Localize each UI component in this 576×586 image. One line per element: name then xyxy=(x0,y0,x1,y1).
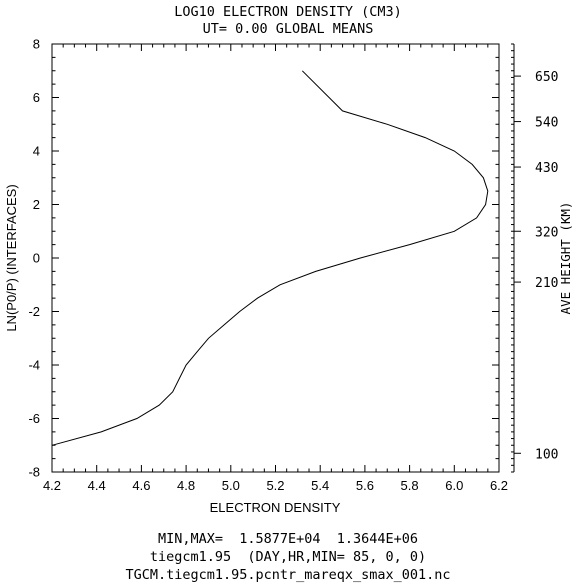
model-info-line: tiegcm1.95 (DAY,HR,MIN= 85, 0, 0) xyxy=(150,549,426,565)
right-axis-tick-label: 210 xyxy=(535,276,558,291)
x-tick-label: 6.0 xyxy=(445,478,463,493)
right-height-axis: 650 540 430 320 210 100 xyxy=(511,43,558,473)
x-tick-label: 6.2 xyxy=(490,478,508,493)
x-tick-label: 5.4 xyxy=(311,478,329,493)
filename-line: TGCM.tiegcm1.95.pcntr_mareqx_smax_001.nc xyxy=(125,567,450,583)
plot-frame xyxy=(51,43,500,473)
y-tick-label: 4 xyxy=(33,144,40,159)
x-axis: 4.2 4.4 4.6 4.8 5.0 5.2 5.4 5.6 5.8 6.0 6.2 xyxy=(43,44,508,493)
y-tick-label: -4 xyxy=(28,358,40,373)
y-axis-label: LN(P0/P) (INTERFACES) xyxy=(4,184,19,331)
x-tick-label: 4.4 xyxy=(88,478,106,493)
right-axis-tick-label: 430 xyxy=(535,161,558,176)
x-tick-label: 5.6 xyxy=(356,478,374,493)
x-tick-label: 4.2 xyxy=(43,478,61,493)
density-line-series xyxy=(51,70,489,446)
chart-title: LOG10 ELECTRON DENSITY (CM3) xyxy=(174,4,402,20)
chart-subtitle: UT= 0.00 GLOBAL MEANS xyxy=(203,21,374,37)
right-axis-tick-label: 650 xyxy=(535,70,558,85)
x-tick-label: 4.6 xyxy=(132,478,150,493)
x-tick-label: 5.2 xyxy=(266,478,284,493)
y-tick-label: 6 xyxy=(33,90,40,105)
y-axis: -8 -6 -4 -2 0 2 4 6 8 xyxy=(28,37,499,480)
right-axis-tick-label: 540 xyxy=(535,116,558,131)
y-tick-label: -8 xyxy=(28,465,40,480)
x-tick-label: 4.8 xyxy=(177,478,195,493)
y-tick-label: 0 xyxy=(33,251,40,266)
y-tick-label: -6 xyxy=(28,411,40,426)
right-axis-tick-label: 320 xyxy=(535,225,558,240)
y-tick-label: -2 xyxy=(28,304,40,319)
minmax-line: MIN,MAX= 1.5877E+04 1.3644E+06 xyxy=(158,531,418,547)
right-axis-label: AVE HEIGHT (KM) xyxy=(558,202,573,315)
right-axis-tick-label: 100 xyxy=(535,447,558,462)
x-axis-label: ELECTRON DENSITY xyxy=(210,500,341,515)
x-tick-label: 5.0 xyxy=(222,478,240,493)
y-tick-label: 8 xyxy=(33,37,40,52)
x-tick-label: 5.8 xyxy=(401,478,419,493)
y-tick-label: 2 xyxy=(33,197,40,212)
